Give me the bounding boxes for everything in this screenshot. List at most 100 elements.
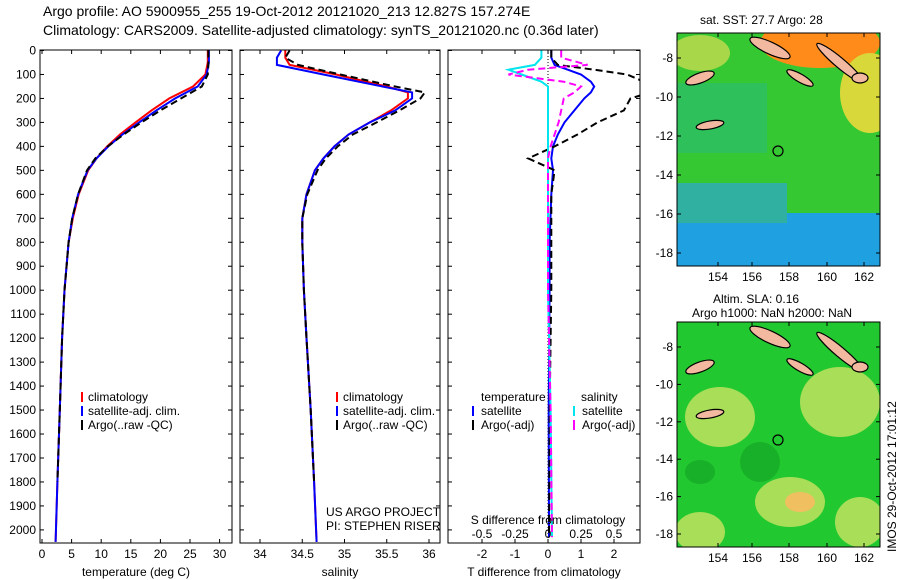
- legend-header-temperature: temperature: [481, 390, 546, 404]
- legend-label: Argo(-adj): [582, 418, 635, 432]
- map2-frame: [676, 321, 881, 548]
- y-tick-label: 1600: [9, 427, 36, 441]
- map1: [676, 32, 881, 267]
- series-s-argo-adj-: [508, 50, 588, 538]
- x-tick-label: -1: [510, 547, 521, 561]
- y-tick-label: 1200: [9, 331, 36, 345]
- series-t-satellite: [547, 50, 596, 538]
- y-tick-label: 1300: [9, 355, 36, 369]
- lon-tick-label: 160: [817, 551, 837, 565]
- x-tick-label: 34: [253, 547, 267, 561]
- s-tick-label: 0.5: [606, 527, 623, 541]
- lat-tick-label: -12: [656, 415, 674, 429]
- y-tick-label: 200: [16, 91, 36, 105]
- x-tick-label: -2: [477, 547, 488, 561]
- lon-tick-label: 162: [854, 551, 874, 565]
- map2-title-2: Argo h1000: NaN h2000: NaN: [692, 306, 853, 320]
- field-peak: [785, 492, 815, 512]
- lon-tick-label: 162: [854, 270, 874, 284]
- field-high: [800, 367, 880, 437]
- series-s-satellite: [504, 50, 553, 538]
- lon-tick-label: 154: [708, 270, 728, 284]
- series-argo-raw-qc-: [56, 50, 210, 483]
- series-t-argo-adj-: [525, 50, 640, 538]
- island: [695, 119, 725, 131]
- x-tick-label: 15: [124, 547, 138, 561]
- island: [695, 408, 725, 420]
- y-tick-label: 500: [16, 163, 36, 177]
- x-tick-label: 5: [68, 547, 75, 561]
- lat-tick-label: -16: [656, 207, 674, 221]
- x-axis-label: temperature (deg C): [82, 565, 190, 579]
- lon-tick-label: 156: [742, 551, 762, 565]
- s-tick-label: -0.25: [501, 527, 529, 541]
- field-high: [677, 512, 725, 547]
- y-tick-label: 1900: [9, 499, 36, 513]
- pi-annotation: PI: STEPHEN RISER: [326, 519, 441, 533]
- y-tick-label: 1400: [9, 379, 36, 393]
- field-warm: [677, 35, 730, 71]
- field-high: [835, 497, 880, 547]
- panel-2-frame: [239, 49, 441, 544]
- x-tick-label: 30: [213, 547, 227, 561]
- lat-tick-label: -16: [656, 490, 674, 504]
- island: [749, 325, 791, 349]
- argo-float-marker: [772, 145, 784, 157]
- lon-tick-label: 158: [779, 551, 799, 565]
- island: [749, 36, 791, 60]
- y-tick-label: 1500: [9, 403, 36, 417]
- lon-tick-label: 154: [708, 551, 728, 565]
- x-tick-label: 0: [39, 547, 46, 561]
- x-tick-label: 10: [95, 547, 109, 561]
- title-line-1: Argo profile: AO 5900955_255 19-Oct-2012…: [43, 3, 531, 19]
- y-tick-label: 400: [16, 139, 36, 153]
- legend-label: climatology: [88, 390, 148, 404]
- series-satellite-adj-clim-: [275, 50, 414, 542]
- island: [851, 72, 869, 84]
- legend-label: climatology: [343, 390, 403, 404]
- lon-tick-label: 158: [779, 270, 799, 284]
- lat-tick-label: -10: [656, 377, 674, 391]
- s-tick-label: 0.25: [569, 527, 593, 541]
- lon-tick-label: 160: [817, 270, 837, 284]
- legend-label: satellite: [481, 404, 522, 418]
- lat-tick-label: -18: [656, 527, 674, 541]
- title-line-2: Climatology: CARS2009. Satellite-adjuste…: [43, 22, 599, 38]
- lat-tick-label: -10: [656, 90, 674, 104]
- map1-title: sat. SST: 27.7 Argo: 28: [700, 13, 823, 27]
- x-tick-label: 2: [611, 547, 618, 561]
- x-tick-label: 34.5: [291, 547, 315, 561]
- lat-tick-label: -14: [656, 452, 674, 466]
- legend-label: satellite: [582, 404, 623, 418]
- y-tick-label: 1000: [9, 283, 36, 297]
- map2: [676, 321, 881, 548]
- y-tick-label: 1800: [9, 475, 36, 489]
- y-tick-label: 1700: [9, 451, 36, 465]
- island: [685, 70, 715, 86]
- series-argo-raw-qc-: [283, 50, 427, 483]
- x-tick-label: 25: [183, 547, 197, 561]
- x-axis-label: salinity: [322, 565, 359, 579]
- field-cool: [677, 183, 787, 223]
- s-tick-label: 0: [545, 527, 552, 541]
- y-tick-label: 1100: [10, 307, 36, 321]
- x-tick-label: 35: [338, 547, 352, 561]
- map2-field: [677, 322, 880, 547]
- s-tick-label: -0.5: [472, 527, 493, 541]
- field: [677, 83, 767, 153]
- y-tick-label: 300: [16, 115, 36, 129]
- lat-tick-label: -18: [656, 246, 674, 260]
- x-tick-label: 20: [154, 547, 168, 561]
- map1-field: [677, 33, 880, 266]
- island: [786, 69, 814, 87]
- y-tick-label: 700: [16, 211, 36, 225]
- map1-frame: [676, 32, 881, 267]
- x-tick-label: 0: [545, 547, 552, 561]
- legend-label: satellite-adj. clim.: [343, 404, 435, 418]
- series-climatology: [54, 50, 209, 542]
- field-low: [740, 442, 780, 482]
- legend-label: Argo(..raw -QC): [88, 418, 173, 432]
- y-tick-label: 900: [16, 259, 36, 273]
- legend-header-salinity: salinity: [581, 390, 618, 404]
